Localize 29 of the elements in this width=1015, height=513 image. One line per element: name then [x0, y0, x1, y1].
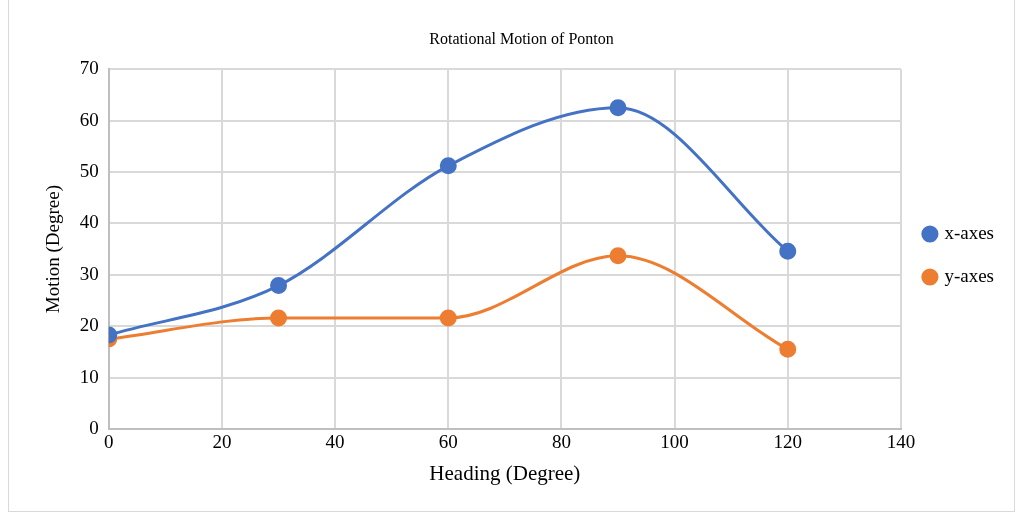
- point: [270, 309, 288, 327]
- x-axis-title: Heading (Degree): [429, 460, 581, 485]
- y-tick-label: 60: [79, 108, 99, 130]
- y-tick-label: 0: [89, 416, 99, 438]
- point: [439, 157, 457, 175]
- y-tick-label: 30: [79, 262, 99, 284]
- y-tick-label: 20: [79, 314, 99, 336]
- y-axis-title: Motion (Degree): [42, 184, 65, 314]
- legend-label: x-axes: [944, 221, 995, 243]
- point: [439, 309, 457, 327]
- y-tick-label: 50: [79, 159, 99, 181]
- point: [779, 242, 797, 260]
- x-tick-label: 0: [104, 431, 114, 453]
- point: [609, 247, 627, 265]
- y-tick-label: 40: [79, 211, 99, 233]
- point: [270, 277, 288, 295]
- x-tick-label: 80: [551, 431, 571, 453]
- y-tick-label: 70: [79, 57, 99, 79]
- x-tick-label: 120: [773, 431, 802, 453]
- x-tick-label: 100: [660, 431, 689, 453]
- x-tick-label: 20: [212, 431, 232, 453]
- chart-title: Rotational Motion of Ponton: [429, 29, 614, 47]
- point: [609, 99, 627, 117]
- legend-label: y-axes: [944, 264, 995, 286]
- point: [779, 340, 797, 358]
- x-tick-label: 60: [438, 431, 458, 453]
- y-tick-label: 10: [79, 365, 99, 387]
- x-tick-label: 140: [886, 431, 916, 453]
- x-tick-label: 40: [325, 431, 345, 453]
